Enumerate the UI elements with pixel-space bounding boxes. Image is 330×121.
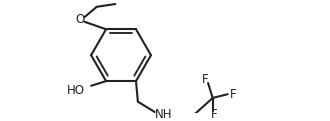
Text: F: F bbox=[202, 73, 209, 86]
Text: F: F bbox=[211, 108, 218, 121]
Text: NH: NH bbox=[155, 108, 173, 121]
Text: HO: HO bbox=[67, 84, 85, 97]
Text: F: F bbox=[230, 88, 237, 101]
Text: O: O bbox=[75, 13, 84, 26]
